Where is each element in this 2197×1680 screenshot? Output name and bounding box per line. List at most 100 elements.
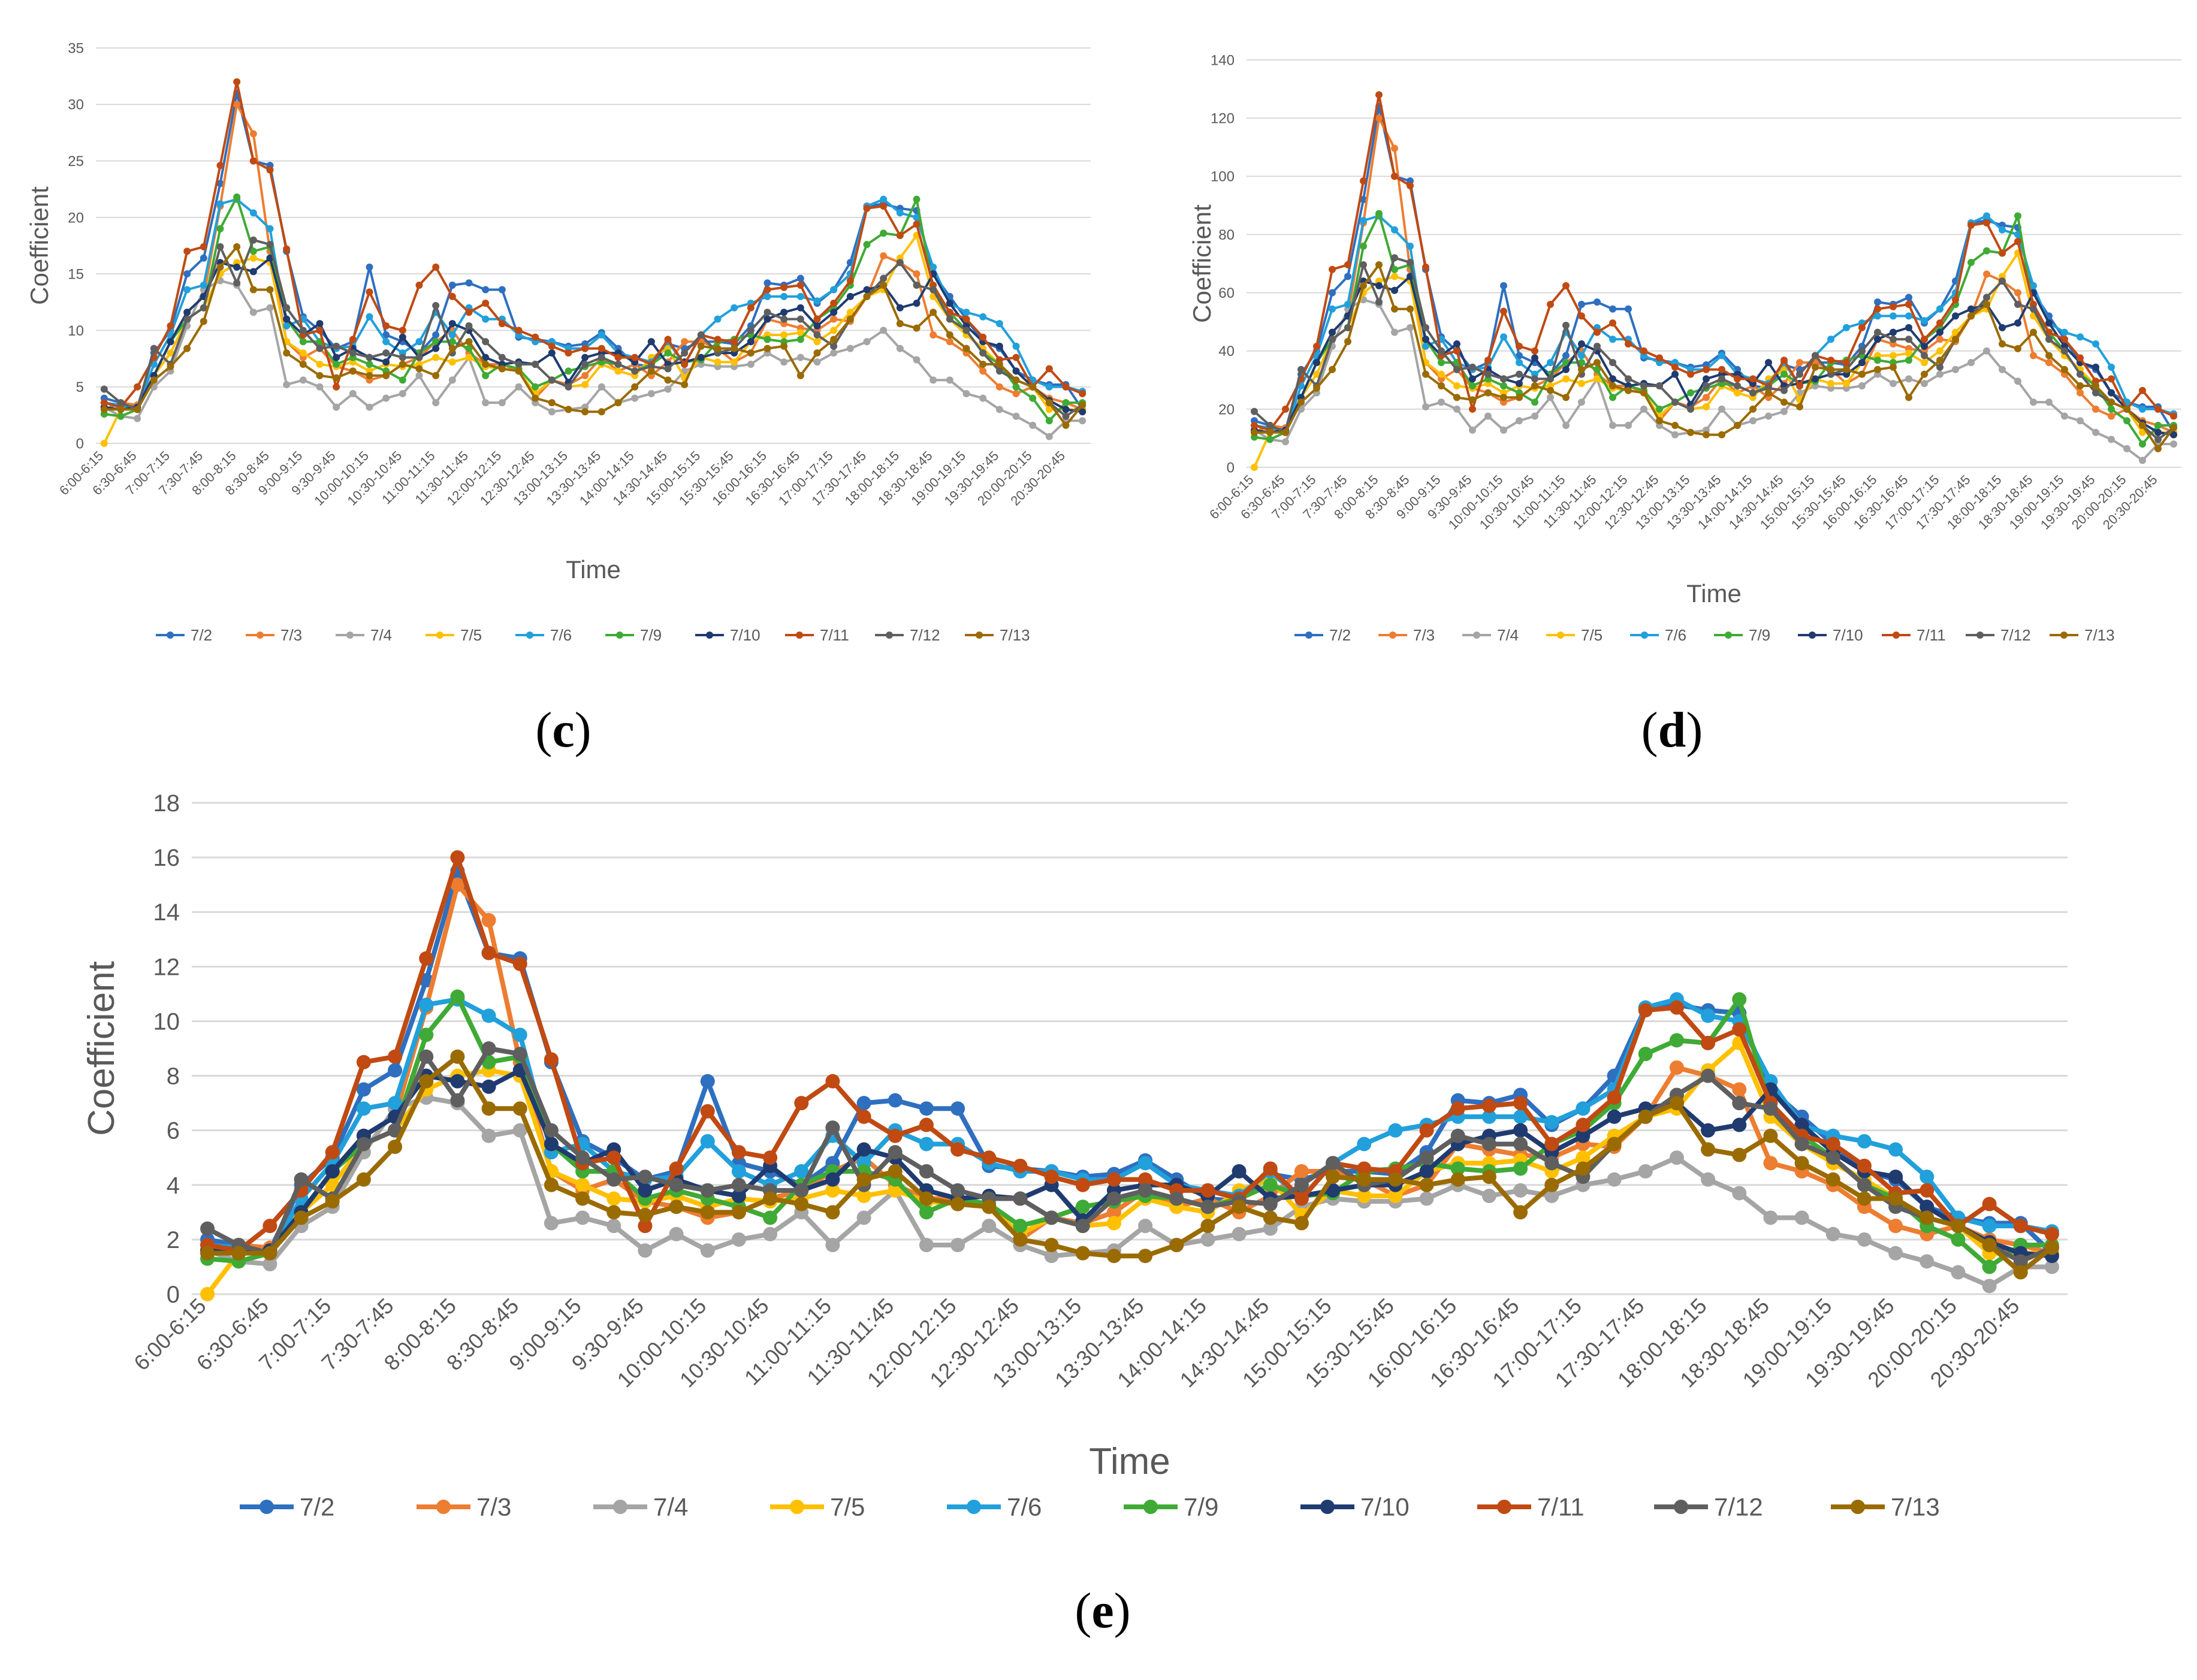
data-point xyxy=(1344,261,1351,268)
data-point xyxy=(1594,365,1601,373)
data-point xyxy=(747,361,755,368)
data-point xyxy=(1251,407,1258,415)
data-point xyxy=(1796,382,1803,389)
data-point xyxy=(825,1183,840,1198)
data-point xyxy=(283,315,291,323)
data-point xyxy=(167,338,174,346)
data-point xyxy=(1266,436,1273,443)
data-point xyxy=(846,309,854,316)
data-point xyxy=(597,408,605,416)
data-point xyxy=(233,193,241,201)
data-point xyxy=(1983,347,1990,355)
data-point xyxy=(333,361,340,368)
data-point xyxy=(548,399,556,407)
data-point xyxy=(1796,403,1803,410)
data-point xyxy=(2170,431,2177,439)
data-point xyxy=(794,1096,809,1111)
data-point xyxy=(950,1238,965,1252)
data-point xyxy=(995,320,1003,328)
data-point xyxy=(1375,261,1383,268)
data-point xyxy=(1282,428,1289,436)
data-point xyxy=(216,200,224,208)
data-point xyxy=(631,367,639,375)
data-point xyxy=(316,320,324,328)
data-point xyxy=(1266,422,1273,430)
data-point xyxy=(134,383,141,391)
data-point xyxy=(1609,382,1616,389)
data-point xyxy=(325,1164,340,1179)
data-point xyxy=(1732,1117,1747,1132)
data-point xyxy=(780,283,788,291)
data-point xyxy=(1921,342,1928,350)
data-point xyxy=(1858,370,1866,378)
data-point xyxy=(183,309,191,316)
data-point xyxy=(1874,336,1881,343)
data-point xyxy=(1169,1238,1184,1252)
data-point xyxy=(1920,1183,1935,1198)
data-point xyxy=(1843,365,1850,373)
data-point xyxy=(283,304,291,312)
data-point xyxy=(450,1093,465,1108)
data-point xyxy=(830,300,838,307)
data-point xyxy=(1905,375,1912,383)
data-point xyxy=(1999,340,2006,348)
y-tick-label: 10 xyxy=(68,323,84,339)
data-point xyxy=(515,327,523,334)
data-point xyxy=(697,331,705,339)
data-point xyxy=(731,338,738,346)
data-point xyxy=(316,383,324,391)
data-point xyxy=(2014,319,2021,327)
data-point xyxy=(1516,394,1523,401)
data-point xyxy=(1999,249,2006,257)
data-point xyxy=(697,353,705,361)
data-point xyxy=(1438,370,1445,378)
data-point xyxy=(183,270,191,278)
y-tick-label: 8 xyxy=(167,1063,180,1090)
data-point xyxy=(465,279,473,287)
data-point xyxy=(2170,440,2177,448)
data-point xyxy=(1594,328,1601,336)
data-point xyxy=(1732,1082,1747,1097)
data-point xyxy=(1936,305,1944,313)
data-point xyxy=(763,292,771,300)
data-point xyxy=(544,1216,559,1231)
data-point xyxy=(714,345,722,352)
data-point xyxy=(150,376,158,384)
data-point xyxy=(1671,422,1679,430)
data-point xyxy=(1012,390,1020,398)
data-point xyxy=(382,358,390,366)
legend-marker xyxy=(1641,631,1648,639)
data-point xyxy=(512,1047,527,1062)
data-point xyxy=(1513,1109,1528,1124)
data-point xyxy=(581,371,589,379)
data-point xyxy=(863,338,871,346)
series-line xyxy=(1253,298,2174,462)
data-point xyxy=(1079,408,1087,416)
data-point xyxy=(664,376,672,384)
data-point xyxy=(1013,1232,1028,1247)
data-point xyxy=(1858,324,1866,331)
legend-label: 7/5 xyxy=(830,1493,865,1521)
data-point xyxy=(1251,422,1258,430)
y-tick-label: 60 xyxy=(1218,285,1235,301)
data-point xyxy=(349,390,357,398)
data-point xyxy=(1827,365,1834,373)
data-point xyxy=(581,345,589,352)
data-point xyxy=(830,315,838,323)
data-point xyxy=(432,331,440,339)
data-point xyxy=(1453,394,1460,401)
data-point xyxy=(1796,359,1803,367)
data-point xyxy=(1360,261,1367,268)
legend-label: 7/10 xyxy=(1833,626,1863,644)
data-point xyxy=(880,195,888,203)
data-point xyxy=(1607,1172,1622,1187)
data-point xyxy=(763,286,771,294)
data-point xyxy=(1562,394,1570,401)
data-point xyxy=(419,1028,434,1043)
data-point xyxy=(1607,1109,1622,1124)
data-point xyxy=(638,1183,653,1198)
data-point xyxy=(1329,289,1336,297)
data-point xyxy=(498,320,506,328)
data-point xyxy=(1734,389,1741,397)
data-point xyxy=(700,1183,715,1198)
